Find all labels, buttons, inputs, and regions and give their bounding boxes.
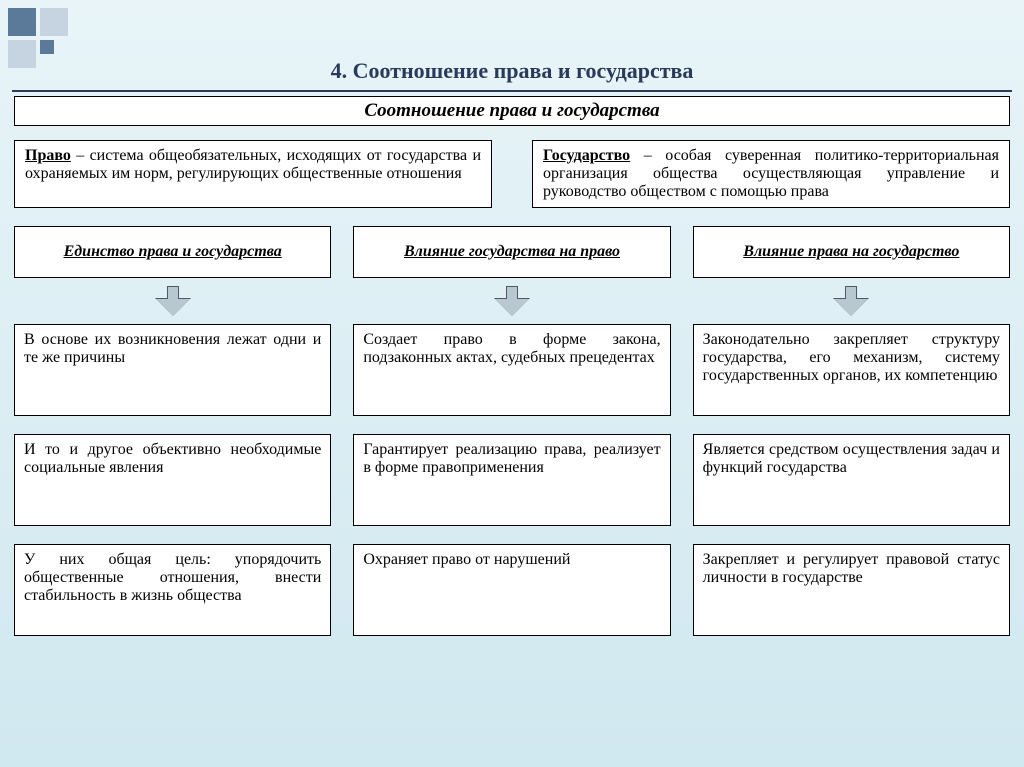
cell-3-1: Законодательно закрепляет стру­ктуру гос…: [693, 324, 1010, 416]
arrow-down-icon: [353, 286, 670, 316]
cell-1-3: У них общая цель: упорядочить общественн…: [14, 544, 331, 636]
cell-1-1: В основе их возникновения лежат одни и т…: [14, 324, 331, 416]
definitions-row: Право – система общеобязательных, исхо­д…: [14, 140, 1010, 208]
term-right: Государство: [543, 147, 630, 164]
definition-left: Право – система общеобязательных, исхо­д…: [14, 140, 492, 208]
col-header-3: Влияние права на государство: [693, 226, 1010, 278]
col-header-1: Единство права и государства: [14, 226, 331, 278]
cell-3-3: Закрепляет и регулирует право­вой статус…: [693, 544, 1010, 636]
text-left: – система общеобязательных, исхо­дящих о…: [25, 147, 481, 182]
arrow-down-icon: [693, 286, 1010, 316]
cell-2-2: Гарантирует реализа­цию права, реализует…: [353, 434, 670, 526]
title-underline: [12, 90, 1012, 92]
definition-right: Государство – особая суверенная политико…: [532, 140, 1010, 208]
columns-container: Единство права и государства В основе их…: [14, 226, 1010, 654]
cell-1-2: И то и другое объективно необходи­мые со…: [14, 434, 331, 526]
col-header-2: Влияние государства на право: [353, 226, 670, 278]
cell-3-2: Является средством осуществле­ния задач …: [693, 434, 1010, 526]
term-left: Право: [25, 147, 71, 164]
cell-2-1: Создает право в форме закона, подзаконны…: [353, 324, 670, 416]
page-title: 4. Соотношение права и государства: [0, 0, 1024, 90]
column-1: Единство права и государства В основе их…: [14, 226, 331, 654]
subtitle-box: Соотношение права и государства: [14, 96, 1010, 126]
arrow-down-icon: [14, 286, 331, 316]
column-3: Влияние права на государство Законодател…: [693, 226, 1010, 654]
column-2: Влияние государства на право Создает пра…: [353, 226, 670, 654]
cell-2-3: Охраняет право от нарушений: [353, 544, 670, 636]
